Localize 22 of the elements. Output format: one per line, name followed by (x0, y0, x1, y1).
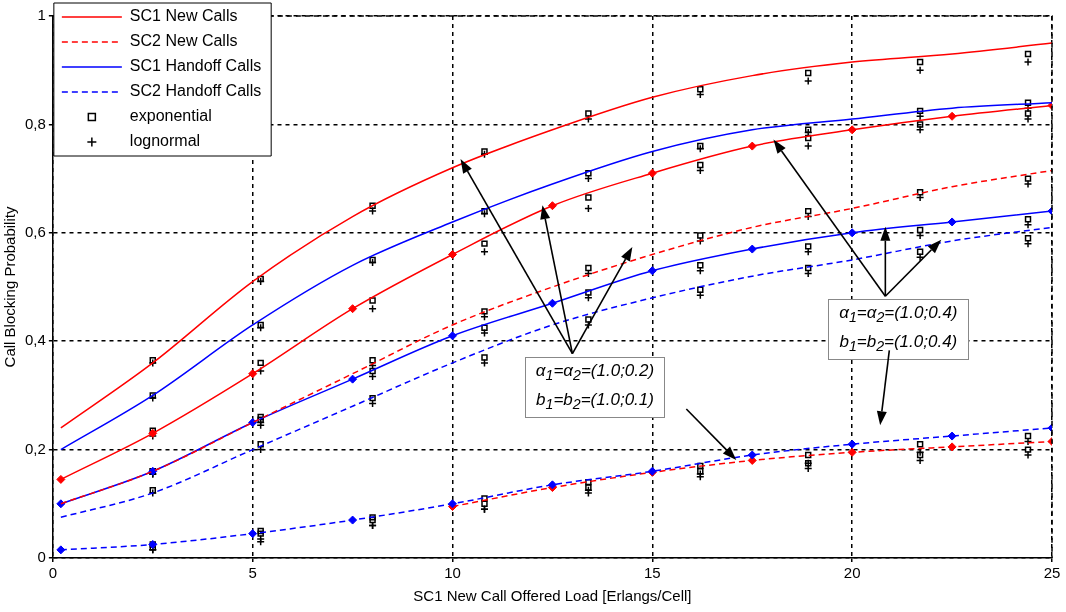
y-tick-label: 0,6 (24, 222, 46, 240)
legend-label: SC2 Handoff Calls (129, 82, 262, 100)
legend-label: lognormal (129, 132, 201, 150)
text: α$_{1}$=α$_{2}$=(1.0;0.2) b$_{1}$=b$_{2}$=(1.0;0.1) (535, 361, 655, 413)
legend-label: SC1 New Calls (129, 7, 238, 25)
x-tick-label: 10 (444, 564, 461, 582)
x-tick-label: 25 (1043, 564, 1061, 582)
legend-label: exponential (129, 107, 212, 125)
y-tick-label: 0 (37, 548, 46, 566)
text: α$_{1}$=α$_{2}$=(1.0;0.4) b$_{1}$=b$_{2}$=(1.0;0.4) (839, 303, 958, 355)
x-tick-label: 0 (48, 564, 58, 582)
legend-label: SC2 New Calls (129, 32, 238, 50)
y-tick-label: 0,2 (24, 439, 46, 457)
x-axis-title: SC1 New Call Offered Load [Erlangs/Cell] (413, 587, 692, 605)
x-tick-label: 20 (843, 564, 861, 582)
x-tick-label: 5 (248, 564, 257, 582)
y-tick-label: 0,8 (24, 114, 46, 132)
legend-label: SC1 Handoff Calls (129, 57, 262, 75)
x-tick-label: 15 (644, 564, 661, 582)
y-tick-label: 0,4 (24, 331, 46, 349)
y-axis-title: Call Blocking Probability (1, 206, 19, 368)
y-tick-label: 1 (37, 6, 46, 24)
